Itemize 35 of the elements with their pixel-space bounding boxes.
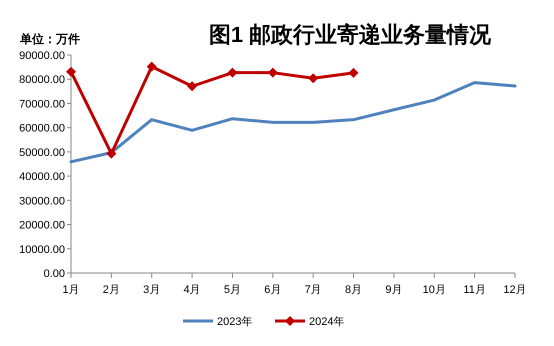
point	[106, 148, 116, 159]
y-tick-label: 30000.00	[19, 195, 65, 208]
x-tick-label: 2月	[102, 284, 120, 296]
y-tick-label: 20000.00	[19, 220, 65, 232]
x-tick-label: 1月	[62, 284, 80, 296]
x-tick-label: 8月	[344, 284, 362, 296]
x-tick-label: 9月	[385, 284, 402, 296]
point	[66, 66, 76, 77]
chart-title: 图1 邮政行业寄递业务量情况	[208, 22, 492, 47]
y-tick-label: 90000.00	[19, 50, 65, 62]
point	[227, 68, 238, 78]
x-tick-label: 5月	[224, 284, 242, 296]
point	[308, 73, 318, 84]
point	[348, 68, 359, 78]
x-tick-label: 7月	[304, 284, 322, 296]
x-tick-label: 4月	[184, 284, 201, 296]
x-tick-label: 12月	[503, 284, 527, 296]
x-tick-label: 10月	[422, 284, 446, 296]
y-tick-label: 60000.00	[19, 122, 65, 135]
y-tick-label: 10000.00	[19, 244, 65, 256]
text: 单位：万件	[19, 32, 80, 46]
y-tick-label: 50000.00	[19, 146, 65, 159]
legend-label: 2023年	[217, 316, 252, 328]
point	[268, 68, 278, 78]
y-tick-label: 0.00	[44, 268, 65, 280]
y-tick-label: 70000.00	[19, 98, 65, 110]
x-tick-label: 3月	[143, 284, 160, 296]
x-tick-label: 11月	[463, 284, 486, 296]
point	[187, 81, 198, 92]
legend-label: 2024年	[309, 316, 344, 328]
y-tick-label: 40000.00	[19, 171, 65, 184]
line-series	[70, 81, 516, 164]
x-tick-label: 6月	[264, 284, 282, 296]
point	[146, 62, 157, 72]
y-tick-label: 80000.00	[19, 74, 65, 86]
